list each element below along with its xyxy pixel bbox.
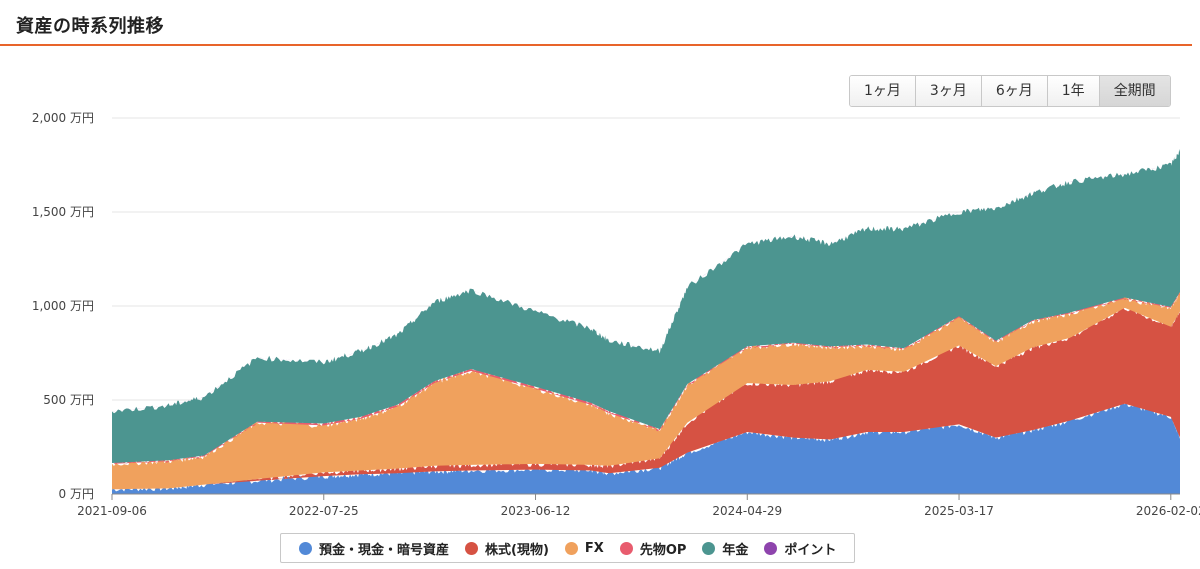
series-area-4 (112, 148, 1180, 463)
legend-label-fx: FX (584, 540, 604, 556)
legend-dot-pension (702, 541, 716, 555)
y-tick-label: 1,000 万円 (32, 299, 94, 313)
legend-item-pension[interactable]: 年金 (702, 539, 748, 558)
y-tick-label: 1,500 万円 (32, 205, 94, 219)
legend-dot-points (764, 541, 778, 555)
series-area-0 (112, 401, 1180, 494)
legend-dot-deposits (299, 541, 312, 555)
x-tick-label: 2023-06-12 (501, 504, 571, 518)
legend-dot-futures-options (619, 541, 633, 555)
legend-dot-fx (564, 541, 578, 555)
page-title: 資産の時系列推移 (16, 16, 164, 37)
legend-label-deposits: 預金・現金・暗号資産 (319, 542, 450, 558)
legend-label-pension: 年金 (722, 542, 749, 558)
legend-label-futures-options: 先物OP (639, 542, 687, 558)
y-tick-label: 2,000 万円 (32, 111, 94, 125)
legend-item-fx[interactable]: FX (564, 540, 604, 556)
legend-dot-stocks (465, 541, 479, 555)
legend-label-points: ポイント (784, 542, 837, 558)
legend-item-futures-options[interactable]: 先物OP (619, 539, 687, 558)
range-1-month-button[interactable]: 1ヶ月 (850, 76, 916, 106)
x-tick-label: 2021-09-06 (77, 504, 147, 518)
x-tick-label: 2024-04-29 (712, 504, 782, 518)
series-area-2 (112, 292, 1180, 490)
legend-item-stocks[interactable]: 株式(現物) (465, 539, 549, 558)
y-tick-label: 500 万円 (43, 393, 94, 407)
series-area-1 (112, 307, 1180, 490)
legend-item-points[interactable]: ポイント (764, 539, 836, 558)
range-selector: 1ヶ月 3ヶ月 6ヶ月 1年 全期間 (849, 75, 1171, 107)
x-tick-label: 2026-02-02 (1136, 504, 1200, 518)
legend-label-stocks: 株式(現物) (485, 542, 549, 558)
series-area-3 (112, 291, 1180, 464)
range-1-year-button[interactable]: 1年 (1047, 76, 1100, 106)
x-tick-label: 2025-03-17 (924, 504, 994, 518)
x-tick-label: 2022-07-25 (289, 504, 359, 518)
legend-item-deposits[interactable]: 預金・現金・暗号資産 (299, 539, 449, 558)
page-header: 資産の時系列推移 (0, 0, 1192, 46)
chart-legend: 預金・現金・暗号資産 株式(現物) FX 先物OP 年金 ポイント (280, 533, 856, 563)
y-tick-label: 0 万円 (59, 487, 94, 501)
range-all-button[interactable]: 全期間 (1099, 76, 1170, 106)
range-3-months-button[interactable]: 3ヶ月 (915, 76, 982, 106)
range-6-months-button[interactable]: 6ヶ月 (981, 76, 1048, 106)
